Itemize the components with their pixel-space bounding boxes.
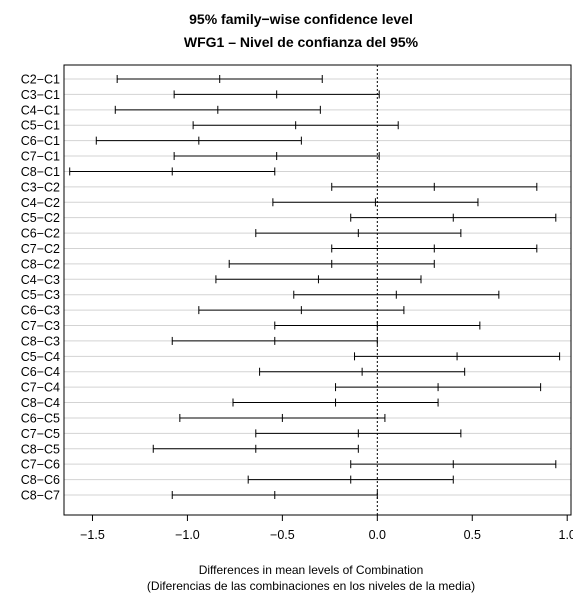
comparison-label: C4−C1	[21, 103, 60, 117]
comparison-label: C8−C7	[21, 489, 60, 503]
interval-18	[354, 352, 561, 361]
x-tick-label: −1.0	[175, 528, 200, 542]
interval-1	[173, 90, 380, 99]
comparison-label: C7−C2	[21, 242, 60, 256]
comparison-label: C2−C1	[21, 73, 60, 87]
comparison-label: C3−C1	[21, 88, 60, 102]
comparison-label: C6−C3	[21, 304, 60, 318]
interval-15	[198, 306, 405, 315]
x-tick-label: 0.0	[369, 528, 386, 542]
interval-13	[215, 275, 422, 284]
comparison-label: C4−C3	[21, 273, 60, 287]
interval-16	[274, 321, 481, 330]
interval-19	[259, 367, 466, 376]
x-tick-label: 0.5	[464, 528, 481, 542]
interval-17	[171, 336, 378, 345]
comparison-label: C8−C2	[21, 257, 60, 271]
interval-4	[95, 136, 302, 145]
interval-7	[331, 182, 538, 191]
comparison-label: C6−C2	[21, 227, 60, 241]
comparison-label: C7−C6	[21, 458, 60, 472]
interval-21	[232, 398, 439, 407]
comparison-label: C7−C3	[21, 319, 60, 333]
x-axis: −1.5 −1.0 −0.5 0.0 0.5 1.0	[80, 515, 573, 542]
comparison-label: C8−C3	[21, 334, 60, 348]
comparison-label: C5−C3	[21, 288, 60, 302]
interval-14	[293, 290, 500, 299]
comparison-label: C5−C1	[21, 119, 60, 133]
interval-11	[331, 244, 538, 253]
comparison-label: C8−C5	[21, 442, 60, 456]
interval-10	[255, 229, 462, 238]
interval-20	[335, 383, 542, 392]
interval-27	[171, 491, 378, 499]
interval-2	[114, 105, 321, 114]
x-tick-label: 1.0	[559, 528, 573, 542]
interval-23	[255, 429, 462, 438]
comparison-label: C6−C1	[21, 134, 60, 148]
interval-12	[228, 259, 435, 268]
x-tick-label: −0.5	[270, 528, 295, 542]
x-axis-label: Differences in mean levels of Combinatio…	[199, 563, 424, 577]
interval-0	[116, 75, 323, 83]
comparison-label: C7−C1	[21, 150, 60, 164]
confidence-intervals	[69, 75, 561, 499]
comparison-label: C4−C2	[21, 196, 60, 210]
interval-5	[173, 152, 380, 161]
comparison-label: C7−C5	[21, 427, 60, 441]
comparison-label: C6−C4	[21, 365, 60, 379]
plot-frame	[63, 64, 572, 516]
interval-24	[152, 444, 359, 453]
x-tick-label: −1.5	[80, 528, 105, 542]
chart-title: 95% family−wise confidence level	[189, 11, 413, 27]
comparison-label: C8−C4	[21, 396, 60, 410]
interval-8	[272, 198, 479, 207]
interval-22	[179, 413, 386, 422]
interval-6	[69, 167, 276, 176]
interval-9	[350, 213, 557, 222]
x-axis-label-secondary: (Diferencias de las combinaciones en los…	[147, 579, 475, 593]
interval-26	[247, 475, 454, 484]
comparison-label: C8−C1	[21, 165, 60, 179]
comparison-label: C3−C2	[21, 180, 60, 194]
grid-lines	[64, 78, 571, 496]
comparison-label: C7−C4	[21, 381, 60, 395]
interval-3	[192, 121, 399, 130]
comparison-label: C8−C6	[21, 473, 60, 487]
chart-subtitle: WFG1 – Nivel de confianza del 95%	[184, 34, 419, 50]
comparison-label: C5−C4	[21, 350, 60, 364]
interval-25	[350, 460, 557, 469]
comparison-label: C5−C2	[21, 211, 60, 225]
comparison-label: C6−C5	[21, 411, 60, 425]
